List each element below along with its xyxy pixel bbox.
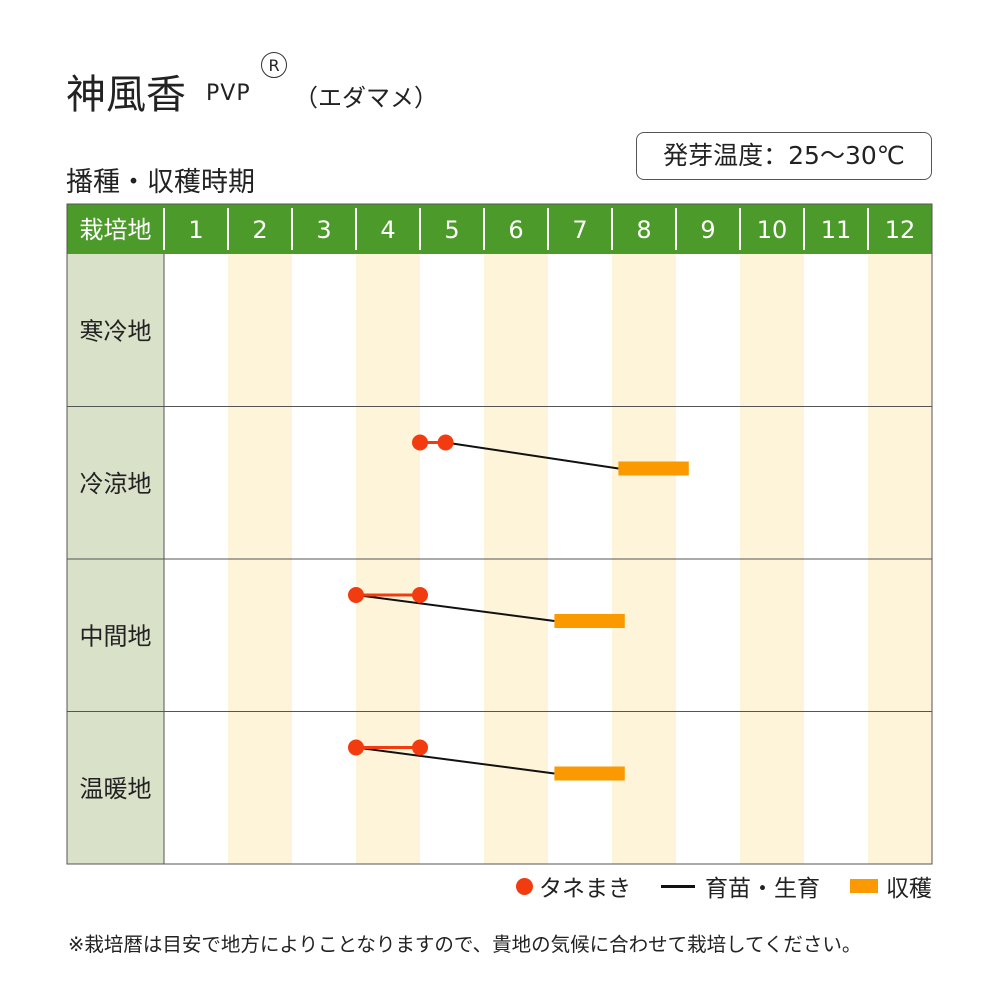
chart-border [66,203,933,865]
month-label: 8 [636,216,651,244]
sowing-start-dot [348,739,364,756]
legend-harvest: 収穫 [850,869,932,903]
region-label: 寒冷地 [80,317,152,345]
region-label: 温暖地 [80,775,152,803]
sowing-start-dot [348,587,364,603]
harvest-bar [618,461,689,476]
month-label: 2 [252,216,267,244]
growing-line-icon [661,884,695,888]
harvest-bar [554,614,625,628]
month-label: 9 [700,216,715,244]
month-header-bar [67,204,932,254]
month-label: 5 [444,216,459,244]
registered-mark: R [261,52,287,78]
crop-kind: （エダマメ） [294,84,438,112]
footnote: ※栽培暦は目安で地方によりことなりますので、貴地の気候に合わせて栽培してください… [68,933,862,956]
pvp-label: PVP [206,81,251,106]
growing-line [355,746,555,775]
month-label: 3 [316,216,331,244]
legend-growing-label: 育苗・生育 [705,876,820,902]
variety-name: 神風香 [66,72,186,118]
legend-growing: 育苗・生育 [661,869,820,903]
sowing-end-dot [437,434,454,451]
sowing-start-dot [412,434,428,451]
harvest-bar [554,766,625,781]
month-label: 11 [821,216,852,244]
month-label: 10 [757,216,788,244]
germination-temperature-badge: 発芽温度：25～30℃ [636,132,932,180]
growing-line [445,441,619,470]
month-label: 7 [572,216,587,244]
growing-line [355,594,555,622]
region-label: 冷涼地 [80,470,152,498]
month-label: 1 [188,216,203,244]
chart-subtitle: 播種・収穫時期 [66,167,255,198]
legend-sowing: タネまき [516,869,631,903]
harvest-bar-icon [850,879,878,893]
header-label: 栽培地 [80,216,152,244]
sowing-dot-icon [516,877,533,895]
legend-harvest-label: 収穫 [886,876,932,902]
month-label: 4 [380,216,395,244]
sowing-end-dot [412,739,428,756]
month-label: 12 [885,216,916,244]
legend-sowing-label: タネまき [539,876,631,902]
region-label: 中間地 [80,622,152,650]
month-label: 6 [508,216,523,244]
sowing-end-dot [412,587,428,603]
legend: タネまき 育苗・生育 収穫 [486,870,932,902]
